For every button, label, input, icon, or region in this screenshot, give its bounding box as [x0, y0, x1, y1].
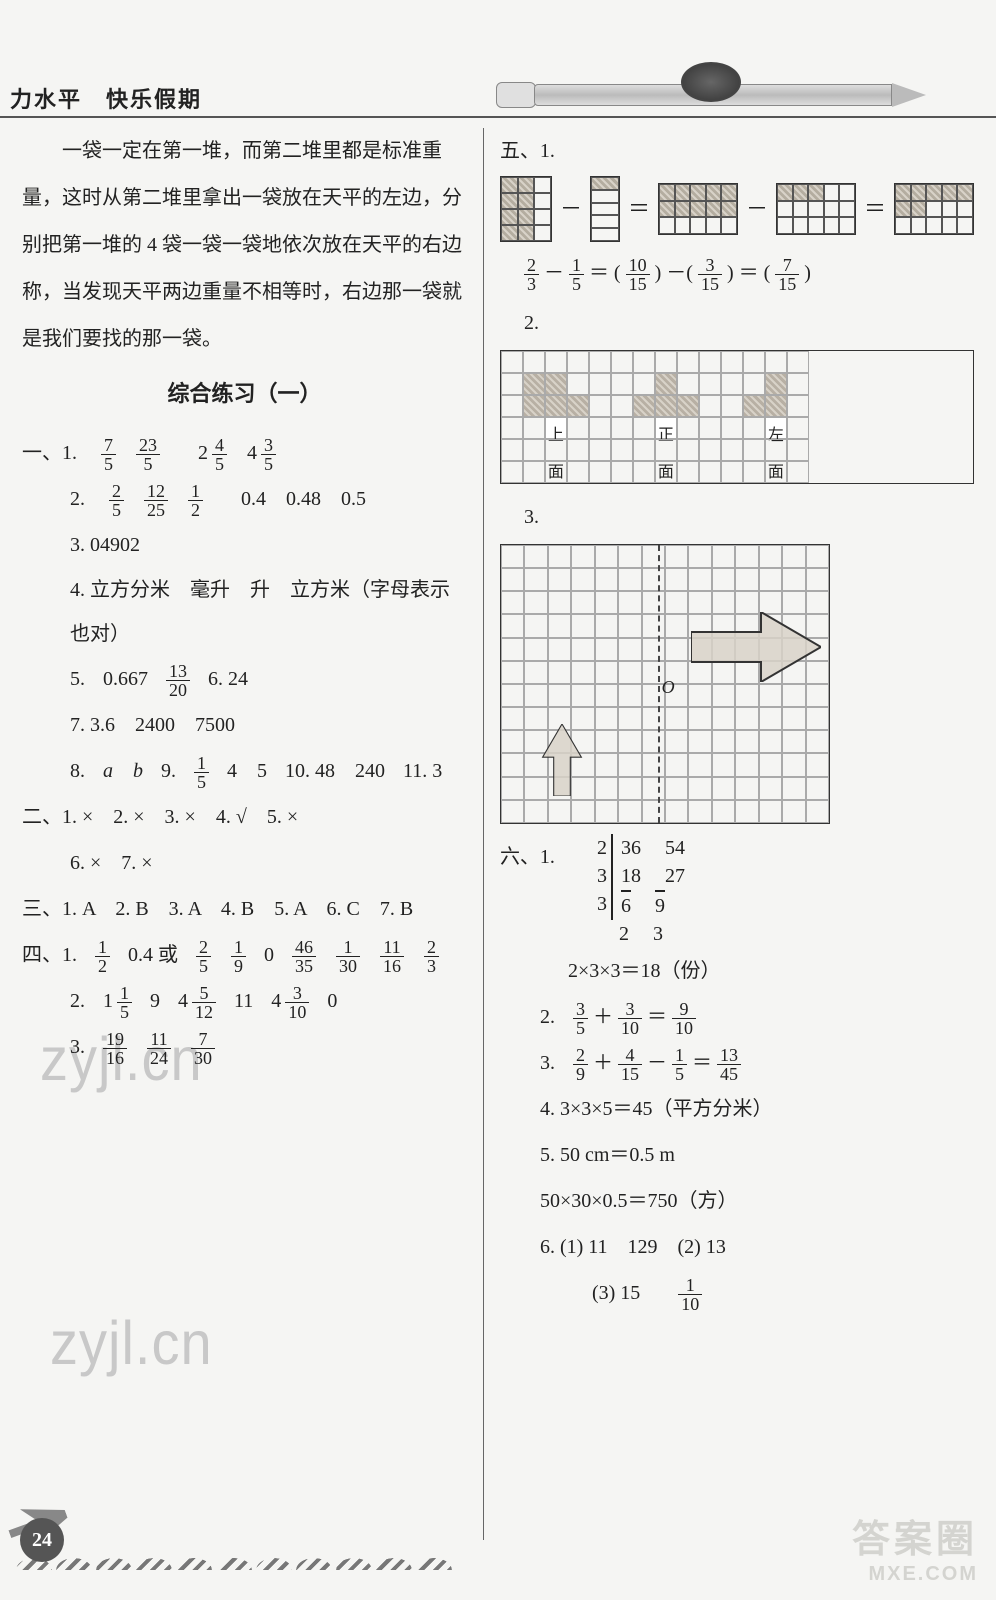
fraction: 310	[618, 1000, 642, 1037]
fraction: 310	[285, 984, 309, 1021]
fraction: 12	[95, 938, 110, 975]
q3: 三、1. A 2. B 3. A 4. B 5. A 6. C 7. B	[22, 886, 467, 932]
q6-3: 3. 29 ＋ 415 － 15 ＝ 1345	[540, 1040, 974, 1086]
fraction: 15	[672, 1046, 687, 1083]
left-column: 一袋一定在第一堆，而第二堆里都是标准重量，这时从第二堆里拿出一袋放在天平的左边，…	[18, 128, 483, 1540]
q5-3-label: 3.	[524, 494, 974, 540]
q6-1: 六、1. 236543182736923	[500, 834, 974, 948]
fraction: 1015	[626, 256, 650, 293]
fraction: 415	[618, 1046, 642, 1083]
fraction: 235	[136, 436, 160, 473]
q6-6a: 6. (1) 11 129 (2) 13	[540, 1224, 974, 1270]
q6-1-ans: 2×3×3＝18（份）	[568, 948, 974, 994]
q1-1: 一、1. 75 235 2 45 4 35	[22, 430, 467, 476]
q6-5b: 50×30×0.5＝750（方）	[540, 1178, 974, 1224]
fraction: 25	[196, 938, 211, 975]
fraction: 512	[192, 984, 216, 1021]
fraction: 1116	[380, 938, 404, 975]
arrow-grid: O	[500, 544, 830, 824]
q6-6b: (3) 15 110	[592, 1270, 974, 1316]
fraction-diagram: －＝－＝	[500, 174, 974, 244]
fraction: 1124	[147, 1030, 171, 1067]
content-columns: 一袋一定在第一堆，而第二堆里都是标准重量，这时从第二堆里拿出一袋放在天平的左边，…	[18, 128, 978, 1540]
fraction: 15	[569, 256, 584, 293]
pencil-decoration	[496, 78, 926, 112]
fraction: 75	[101, 436, 116, 473]
fraction: 1345	[717, 1046, 741, 1083]
fraction: 15	[194, 754, 209, 791]
q4-1: 四、1. 12 0.4 或 25 19 0 4635 130 1116 23	[22, 932, 467, 978]
q1-2: 2. 25 1225 12 0.4 0.48 0.5	[70, 476, 467, 522]
q4-2: 2. 1 15 9 4 512 11 4 310 0	[70, 978, 467, 1024]
fraction: 1225	[144, 482, 168, 519]
page-number: 24	[20, 1518, 64, 1562]
q5-1: 五、1.	[500, 128, 974, 174]
fraction: 23	[424, 938, 439, 975]
views-grid: 上面正面左面	[500, 350, 974, 484]
fraction: 12	[188, 482, 203, 519]
q1-5-6: 5. 0.667 1320 6. 24	[70, 656, 467, 702]
fraction: 715	[775, 256, 799, 293]
factor-tree: 236543182736923	[583, 834, 685, 948]
fraction: 4635	[292, 938, 316, 975]
q1-3: 3. 04902	[70, 522, 467, 568]
fraction: 23	[524, 256, 539, 293]
fraction: 910	[672, 1000, 696, 1037]
header-title: 力水平 快乐假期	[10, 82, 202, 114]
fraction: 1320	[166, 662, 190, 699]
fraction: 130	[336, 938, 360, 975]
q1-7: 7. 3.6 2400 7500	[70, 702, 467, 748]
fraction: 25	[109, 482, 124, 519]
arrow-mirror-icon	[526, 695, 598, 825]
wave-decoration	[14, 1536, 454, 1570]
right-column: 五、1. －＝－＝ 23 － 15 ＝ ( 1015 ) －( 315 ) ＝ …	[483, 128, 978, 1540]
answer-watermark: 答案圈 MXE.COM	[852, 1519, 978, 1586]
page-header: 力水平 快乐假期	[0, 70, 996, 118]
fraction: 35	[573, 1000, 588, 1037]
q1-8-11: 8. a b 9. 15 4 5 10. 48 240 11. 3	[70, 748, 467, 794]
q6-2: 2. 35 ＋ 310 ＝ 910	[540, 994, 974, 1040]
eq1: 23 － 15 ＝ ( 1015 ) －( 315 ) ＝ ( 715 )	[524, 250, 974, 296]
arrow-right-icon	[691, 612, 821, 682]
fraction: 730	[191, 1030, 215, 1067]
q2b: 6. × 7. ×	[70, 840, 467, 886]
fraction: 45	[212, 436, 227, 473]
section-title: 综合练习（一）	[22, 369, 467, 420]
fraction: 315	[698, 256, 722, 293]
q6-5a: 5. 50 cm＝0.5 m	[540, 1132, 974, 1178]
fraction: 15	[117, 984, 132, 1021]
label: 一、1.	[22, 430, 77, 476]
q6-4: 4. 3×3×5＝45（平方分米）	[540, 1086, 974, 1132]
fraction: 35	[261, 436, 276, 473]
q2: 二、1. × 2. × 3. × 4. √ 5. ×	[22, 794, 467, 840]
intro-paragraph: 一袋一定在第一堆，而第二堆里都是标准重量，这时从第二堆里拿出一袋放在天平的左边，…	[22, 128, 467, 363]
fraction: 1916	[103, 1030, 127, 1067]
fraction: 19	[231, 938, 246, 975]
q5-2-label: 2.	[524, 300, 974, 346]
q4-3: 3. 1916 1124 730	[70, 1024, 467, 1070]
fraction: 110	[678, 1276, 702, 1313]
q1-4: 4. 立方分米 毫升 升 立方米（字母表示也对）	[70, 568, 467, 656]
fraction: 29	[573, 1046, 588, 1083]
